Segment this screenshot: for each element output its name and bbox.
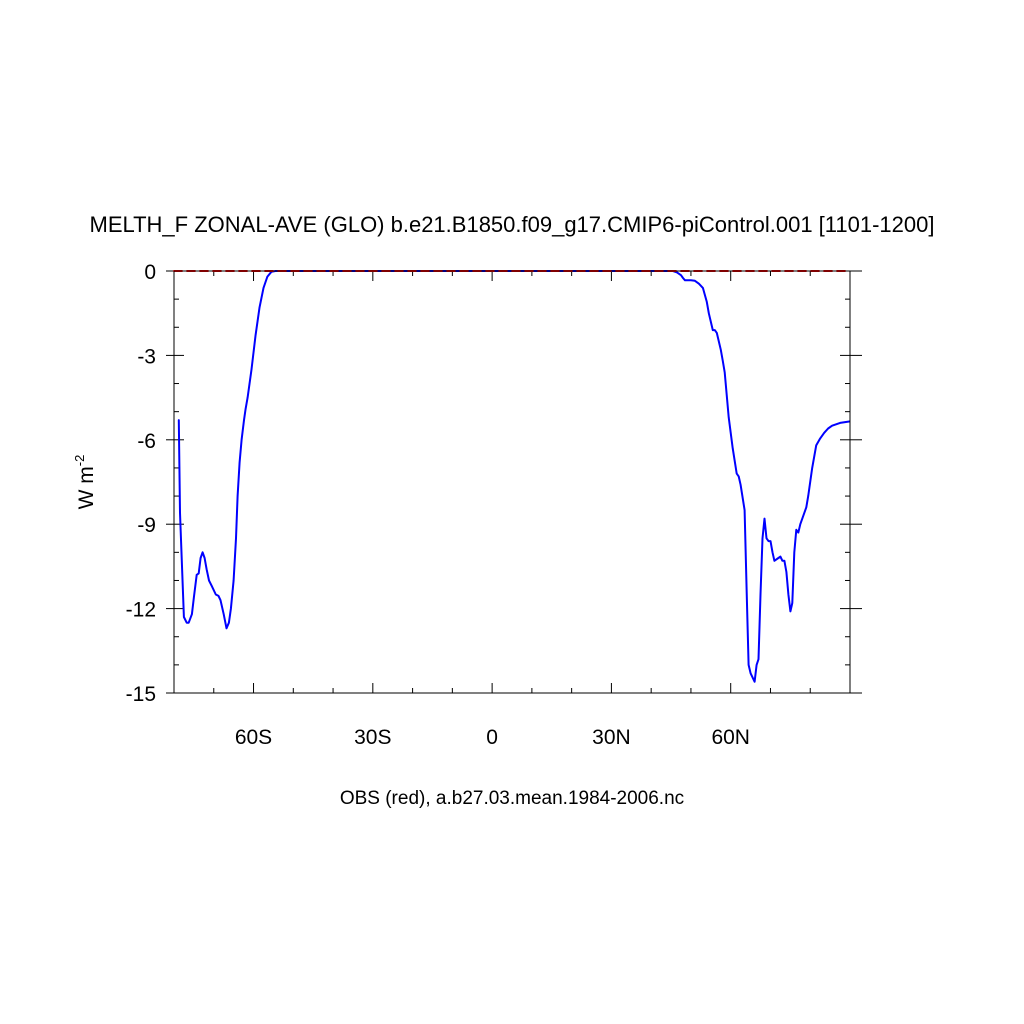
major-ticks	[166, 270, 862, 694]
y-tick-label: -9	[137, 514, 156, 537]
x-tick-label: 60N	[711, 726, 750, 749]
y-tick-label: -6	[137, 430, 156, 453]
chart-caption: OBS (red), a.b27.03.mean.1984-2006.nc	[339, 788, 685, 809]
y-tick-label: -12	[126, 599, 156, 622]
y-tick-label: -15	[126, 683, 156, 706]
x-tick-label: 0	[486, 726, 498, 749]
minor-ticks	[173, 271, 851, 693]
y-axis-label-unit: W m	[75, 466, 98, 509]
tick-labels: 60S 30S 0 30N 60N 0 -3 -6 -9 -12 -15	[126, 261, 750, 749]
y-tick-label: -3	[137, 345, 156, 368]
plot-frame	[173, 270, 851, 694]
x-tick-label: 30N	[592, 726, 631, 749]
chart-title: MELTH_F ZONAL-AVE (GLO) b.e21.B1850.f09_…	[89, 212, 935, 237]
y-axis-label: W m-2	[72, 455, 98, 510]
x-tick-label: 60S	[235, 726, 272, 749]
model-series-line	[177, 270, 851, 683]
series-layer	[173, 270, 851, 683]
y-tick-label: 0	[144, 261, 156, 284]
x-tick-label: 30S	[354, 726, 391, 749]
y-axis-label-exponent: -2	[72, 455, 87, 467]
